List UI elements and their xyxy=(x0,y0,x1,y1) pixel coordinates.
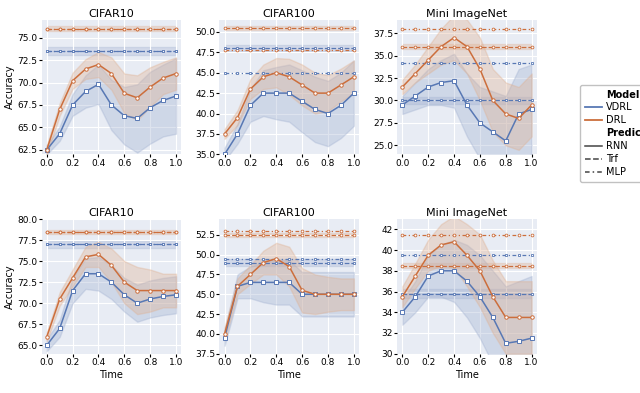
X-axis label: Time: Time xyxy=(277,370,301,380)
Y-axis label: Accuracy: Accuracy xyxy=(4,264,15,309)
Title: Mini ImageNet: Mini ImageNet xyxy=(426,9,508,19)
Title: CIFAR100: CIFAR100 xyxy=(263,9,316,19)
Legend: Model, VDRL, DRL, Predictor, RNN, Trf, MLP: Model, VDRL, DRL, Predictor, RNN, Trf, M… xyxy=(580,84,640,182)
Title: CIFAR100: CIFAR100 xyxy=(263,208,316,218)
Title: Mini ImageNet: Mini ImageNet xyxy=(426,208,508,218)
Title: CIFAR10: CIFAR10 xyxy=(88,9,134,19)
X-axis label: Time: Time xyxy=(99,370,124,380)
Y-axis label: Accuracy: Accuracy xyxy=(4,65,15,109)
X-axis label: Time: Time xyxy=(455,370,479,380)
Title: CIFAR10: CIFAR10 xyxy=(88,208,134,218)
